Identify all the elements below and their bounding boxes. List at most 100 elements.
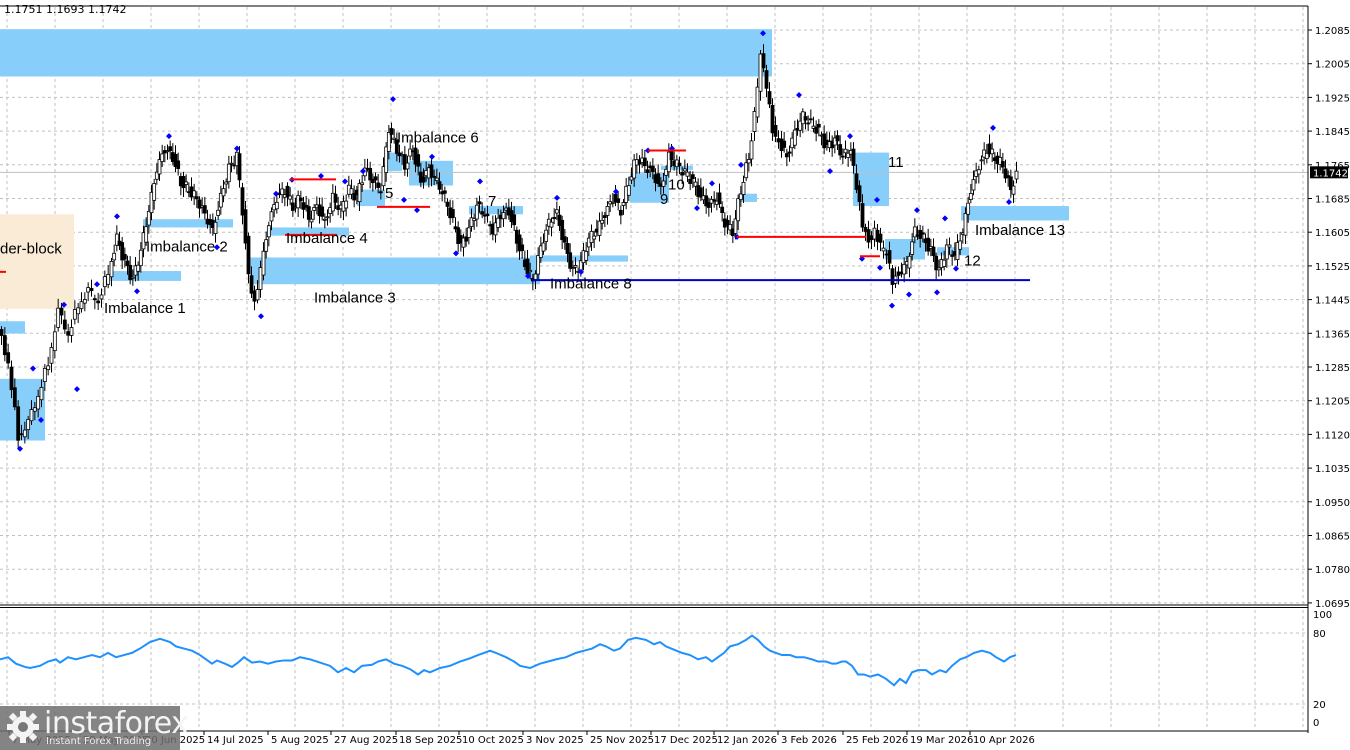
- candle: [109, 261, 114, 278]
- zone-label: Imbalance 2: [146, 238, 228, 255]
- candle: [184, 181, 189, 185]
- candle: [573, 265, 578, 268]
- candle: [243, 209, 248, 244]
- swing-point-marker: [401, 196, 407, 203]
- candle: [306, 206, 311, 220]
- candle: [92, 298, 97, 301]
- candle: [912, 226, 917, 238]
- candle: [240, 187, 245, 216]
- candle: [114, 233, 119, 246]
- candle: [274, 201, 279, 210]
- candle: [560, 219, 565, 241]
- swing-point-marker: [273, 190, 279, 197]
- candle: [442, 190, 447, 194]
- candle: [52, 331, 57, 352]
- swing-point-marker: [847, 133, 853, 140]
- candle: [552, 216, 557, 220]
- candle: [130, 276, 135, 279]
- price-axis-label: 1.1120: [1315, 430, 1350, 441]
- candle: [112, 252, 117, 261]
- candle: [541, 242, 546, 252]
- candle: [437, 181, 442, 190]
- candle: [843, 148, 848, 154]
- candle: [165, 150, 170, 153]
- candle: [958, 240, 963, 250]
- candle: [288, 195, 293, 200]
- imbalance-zone: [270, 227, 349, 236]
- candle: [466, 227, 471, 238]
- candle: [280, 188, 285, 196]
- candle: [373, 176, 378, 181]
- price-axis-label: 1.2085: [1315, 26, 1350, 37]
- candle: [976, 169, 981, 175]
- swing-point-marker: [214, 244, 220, 251]
- candle: [770, 105, 775, 134]
- candle: [803, 116, 808, 121]
- candle: [728, 224, 733, 231]
- ohlc-readout: 1.1751 1.1693 1.1742: [4, 3, 127, 16]
- price-axis-label: 1.0865: [1315, 532, 1350, 543]
- candle: [370, 178, 375, 184]
- candle: [698, 187, 703, 198]
- candle: [808, 118, 813, 121]
- swing-point-marker: [738, 161, 744, 168]
- zone-label: 9: [660, 191, 668, 208]
- candle: [890, 268, 895, 285]
- candle: [125, 260, 130, 266]
- candle: [106, 274, 111, 285]
- price-axis-label: 1.0950: [1315, 498, 1350, 509]
- candle: [944, 244, 949, 260]
- candle: [469, 217, 474, 227]
- candle: [887, 250, 892, 264]
- candle: [445, 201, 450, 207]
- imbalance-zone: [357, 189, 385, 207]
- candle: [963, 213, 968, 236]
- candle: [863, 227, 868, 232]
- swing-point-marker: [796, 91, 802, 98]
- candle: [405, 162, 410, 170]
- candle: [990, 148, 995, 155]
- zone-label: Imbalance 13: [975, 222, 1065, 239]
- candle: [544, 229, 549, 242]
- candle: [749, 140, 754, 160]
- candle: [157, 159, 162, 175]
- candle: [136, 264, 141, 272]
- candle: [152, 183, 157, 201]
- candle: [680, 172, 685, 176]
- candle: [168, 146, 173, 152]
- candle: [896, 271, 901, 276]
- imbalance-zone: [386, 152, 402, 172]
- candle: [902, 263, 907, 275]
- price-axis-label: 1.1365: [1315, 329, 1350, 340]
- candle: [706, 202, 711, 208]
- candle: [344, 200, 349, 209]
- candle: [693, 181, 698, 187]
- candle: [120, 242, 125, 261]
- candle: [144, 226, 149, 243]
- swing-point-marker: [429, 153, 435, 160]
- imbalance-zone: [738, 193, 757, 202]
- candle: [266, 225, 271, 238]
- swing-point-marker: [61, 301, 67, 308]
- svg-text:1.1742: 1.1742: [1313, 168, 1348, 179]
- candle: [934, 255, 939, 271]
- candle: [907, 255, 912, 269]
- candle: [19, 433, 24, 436]
- zone-label: Imbalance 4: [286, 230, 368, 247]
- candle: [213, 221, 218, 235]
- candle: [154, 171, 159, 180]
- price-axis-label: 1.1685: [1315, 195, 1350, 206]
- candle: [717, 192, 722, 205]
- candle: [549, 221, 554, 228]
- date-axis-label: 5 Aug 2025: [271, 735, 329, 746]
- swing-point-marker: [877, 264, 883, 271]
- candle: [464, 236, 469, 242]
- swing-point-marker: [414, 207, 420, 214]
- candle: [568, 252, 573, 269]
- candle: [0, 329, 4, 336]
- candle: [285, 185, 290, 198]
- date-axis-label: 25 Feb 2026: [846, 735, 908, 746]
- swing-point-marker: [914, 207, 920, 214]
- date-axis-label: 17 Dec 2025: [654, 735, 718, 746]
